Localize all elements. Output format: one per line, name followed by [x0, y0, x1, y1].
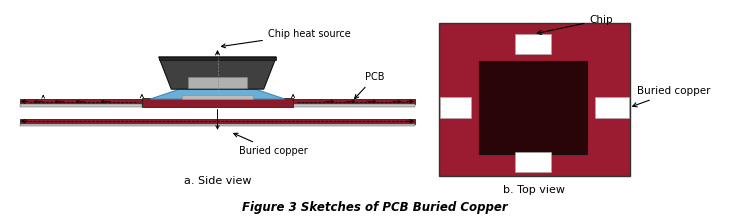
- Bar: [20, 104, 142, 107]
- Bar: [293, 104, 415, 107]
- Bar: [515, 34, 551, 54]
- Bar: [440, 97, 471, 118]
- Bar: [20, 119, 415, 124]
- Text: Figure 3 Sketches of PCB Buried Copper: Figure 3 Sketches of PCB Buried Copper: [242, 201, 508, 214]
- Bar: [20, 124, 415, 126]
- Text: Chip heat source: Chip heat source: [221, 29, 351, 48]
- Bar: [142, 98, 293, 107]
- Bar: [182, 95, 254, 99]
- Bar: [293, 99, 415, 104]
- Bar: [20, 99, 142, 104]
- Text: Chip: Chip: [537, 15, 613, 35]
- Polygon shape: [150, 89, 285, 99]
- Polygon shape: [159, 57, 276, 89]
- Bar: [479, 61, 587, 154]
- Bar: [439, 23, 630, 176]
- Text: Buried copper: Buried copper: [234, 133, 308, 156]
- Text: a. Side view: a. Side view: [184, 176, 251, 186]
- Bar: [188, 77, 247, 88]
- Text: Buried copper: Buried copper: [633, 86, 710, 107]
- Bar: [515, 152, 551, 172]
- Text: PCB: PCB: [355, 73, 384, 98]
- Bar: [595, 97, 628, 118]
- Text: b. Top view: b. Top view: [503, 185, 566, 195]
- Bar: [159, 57, 276, 60]
